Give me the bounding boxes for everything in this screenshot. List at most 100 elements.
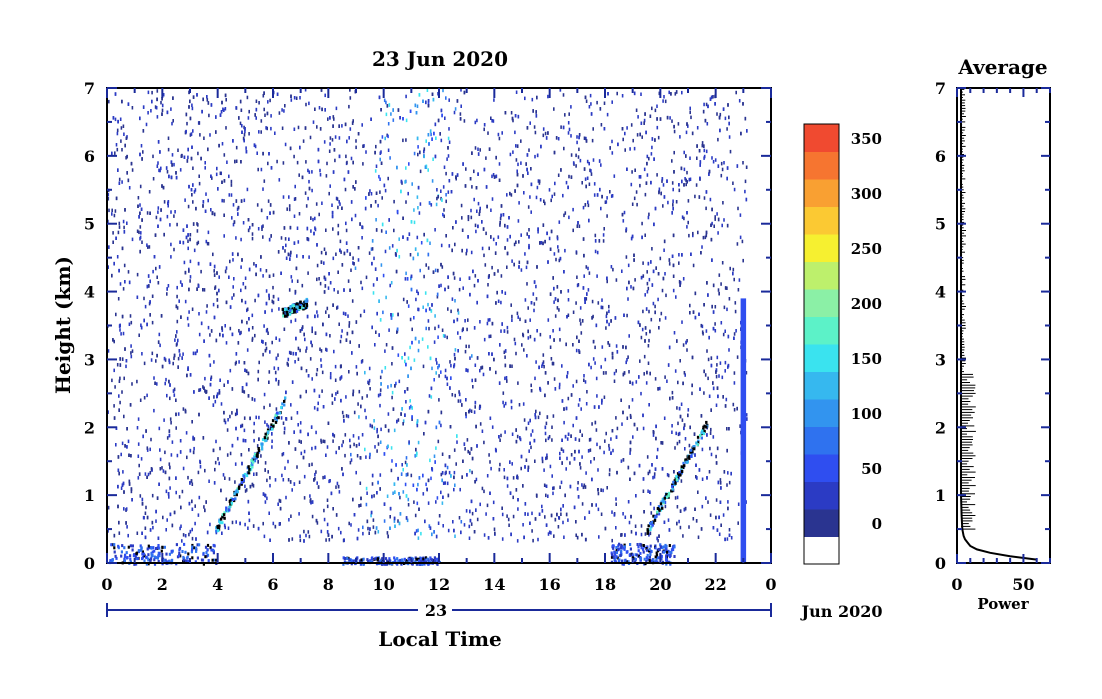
heatmap-cell bbox=[590, 112, 593, 116]
height-time-panel: 23 Jun 2020 0 2 4 6 8 10 12 14 16 18 20 22 0 0123456… bbox=[51, 47, 882, 651]
heatmap-cell bbox=[136, 379, 138, 384]
heatmap-cell bbox=[275, 407, 278, 411]
heatmap-cell bbox=[642, 413, 644, 418]
heatmap-cell bbox=[405, 494, 408, 498]
heatmap-cell bbox=[526, 260, 529, 265]
heatmap-cell bbox=[622, 410, 624, 415]
heatmap-cell bbox=[557, 245, 559, 249]
heatmap-cell bbox=[136, 229, 139, 233]
heatmap-cell bbox=[700, 527, 703, 531]
heatmap-cell bbox=[554, 314, 557, 318]
heatmap-cell bbox=[563, 270, 565, 274]
heatmap-cell bbox=[408, 440, 410, 444]
heatmap-cell bbox=[347, 414, 350, 419]
heatmap-cell bbox=[491, 197, 494, 201]
heatmap-cell bbox=[721, 375, 724, 380]
heatmap-cell bbox=[570, 453, 573, 457]
heatmap-cell bbox=[316, 368, 319, 372]
heatmap-cell bbox=[656, 536, 658, 541]
heatmap-cell bbox=[121, 246, 124, 251]
heatmap-cell bbox=[187, 233, 189, 237]
heatmap-cell bbox=[710, 223, 712, 227]
heatmap-cell bbox=[438, 514, 441, 518]
heatmap-cell bbox=[596, 193, 599, 197]
heatmap-cell bbox=[726, 448, 728, 453]
heatmap-cell bbox=[516, 539, 519, 543]
heatmap-cell bbox=[524, 465, 526, 469]
heatmap-cell bbox=[191, 193, 193, 197]
heatmap-cell bbox=[359, 313, 362, 318]
heatmap-cell bbox=[404, 359, 406, 364]
heatmap-cell bbox=[314, 314, 316, 319]
heatmap-cell bbox=[207, 230, 210, 235]
heatmap-cell bbox=[311, 514, 314, 519]
heatmap-cell bbox=[469, 469, 471, 473]
heatmap-cell bbox=[199, 465, 202, 469]
heatmap-cell bbox=[553, 192, 556, 196]
heatmap-cell bbox=[587, 266, 589, 271]
heatmap-cell bbox=[143, 361, 146, 366]
heatmap-cell bbox=[511, 462, 513, 466]
heatmap-cell bbox=[720, 486, 722, 490]
heatmap-cell bbox=[606, 112, 609, 117]
heatmap-cell bbox=[256, 151, 258, 155]
heatmap-cell bbox=[334, 397, 336, 401]
heatmap-cell bbox=[550, 198, 552, 203]
heatmap-cell bbox=[738, 278, 741, 282]
heatmap-cell bbox=[224, 93, 227, 98]
heatmap-cell bbox=[202, 288, 204, 292]
heatmap-cell bbox=[161, 103, 164, 108]
heatmap-cell bbox=[481, 429, 484, 433]
heatmap-cell bbox=[172, 389, 175, 393]
heatmap-cell bbox=[142, 150, 144, 154]
heatmap-cell bbox=[114, 151, 116, 155]
heatmap-cell bbox=[621, 212, 624, 217]
heatmap-cell bbox=[664, 504, 667, 509]
heatmap-cell bbox=[529, 441, 531, 445]
heatmap-cell bbox=[556, 285, 559, 289]
heatmap-cell bbox=[213, 481, 216, 485]
heatmap-cell bbox=[577, 221, 579, 225]
heatmap-cell bbox=[671, 424, 673, 428]
heatmap-cell bbox=[433, 454, 436, 458]
heatmap-cell bbox=[331, 393, 333, 398]
heatmap-cell bbox=[440, 108, 443, 113]
heatmap-cell bbox=[171, 440, 174, 444]
heatmap-cell bbox=[218, 389, 221, 393]
heatmap-cell bbox=[364, 408, 366, 413]
heatmap-cell bbox=[630, 415, 632, 419]
heatmap-cell bbox=[392, 407, 395, 411]
heatmap-cell bbox=[661, 467, 664, 471]
heatmap-cell bbox=[194, 188, 197, 192]
heatmap-cell bbox=[158, 265, 161, 269]
heatmap-cell bbox=[520, 466, 522, 471]
heatmap-cell bbox=[376, 277, 378, 281]
heatmap-cell bbox=[187, 239, 189, 243]
heatmap-cell bbox=[454, 356, 456, 361]
heatmap-cell bbox=[537, 415, 540, 420]
heatmap-cell bbox=[218, 275, 220, 279]
heatmap-cell bbox=[535, 195, 538, 200]
heatmap-cell bbox=[156, 164, 159, 168]
heatmap-cell bbox=[369, 423, 372, 428]
heatmap-cell bbox=[709, 97, 712, 101]
heatmap-cell bbox=[320, 364, 323, 368]
heatmap-cell bbox=[310, 500, 312, 505]
heatmap-cell bbox=[179, 240, 181, 244]
heatmap-cell bbox=[493, 357, 495, 362]
heatmap-cell bbox=[366, 394, 368, 398]
heatmap-cell bbox=[120, 332, 122, 336]
heatmap-cell bbox=[476, 118, 478, 123]
heatmap-cell bbox=[245, 382, 248, 387]
heatmap-cell bbox=[437, 335, 439, 339]
heatmap-cell bbox=[564, 434, 567, 439]
heatmap-cell bbox=[179, 439, 182, 443]
heatmap-cell bbox=[442, 495, 444, 499]
heatmap-cell bbox=[198, 312, 200, 316]
heatmap-cell bbox=[427, 409, 430, 414]
heatmap-cell bbox=[368, 192, 370, 196]
heatmap-cell bbox=[156, 496, 159, 500]
heatmap-cell bbox=[356, 371, 358, 376]
heatmap-cell bbox=[498, 162, 501, 166]
heatmap-cell bbox=[430, 309, 433, 313]
